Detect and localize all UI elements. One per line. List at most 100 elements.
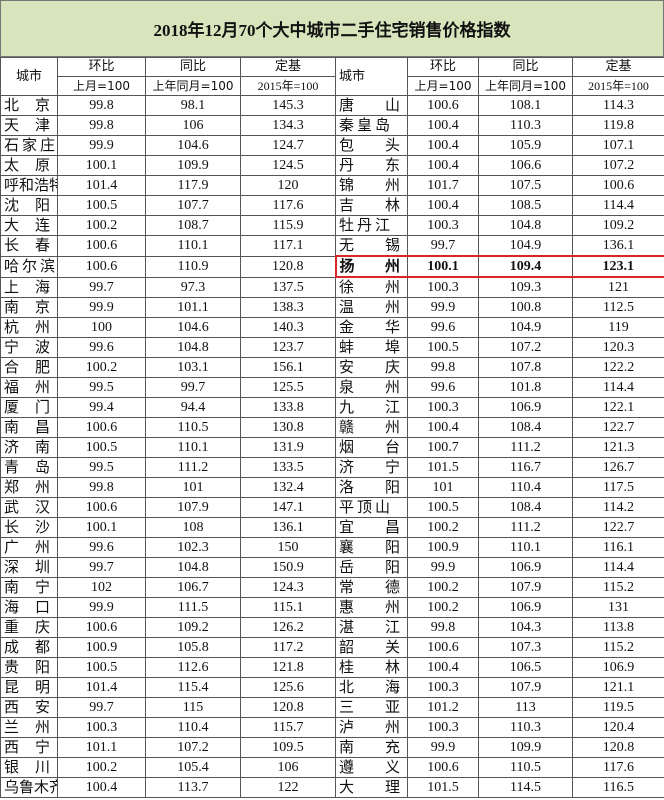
city-cell: 乌鲁木齐 xyxy=(0,777,58,798)
header-row: 城市 环比 同比 定基 城市 环比 同比 定基 xyxy=(0,57,664,96)
city-cell: 牡丹江 xyxy=(335,215,408,236)
mom-cell: 100.9 xyxy=(407,537,479,558)
city-name: 湛江 xyxy=(339,618,400,637)
fixed-cell: 107.1 xyxy=(572,135,664,156)
mom-cell: 100.4 xyxy=(407,417,479,438)
fixed-cell: 132.4 xyxy=(240,477,336,498)
yoy-cell: 104.6 xyxy=(145,135,241,156)
city-cell: 惠州 xyxy=(335,597,408,618)
mom-cell: 102 xyxy=(57,577,146,598)
header-fixed: 定基 xyxy=(240,57,336,77)
city-cell: 广州 xyxy=(0,537,58,558)
yoy-cell: 99.7 xyxy=(145,377,241,398)
mom-cell: 99.8 xyxy=(57,95,146,116)
city-name: 韶关 xyxy=(339,638,400,657)
yoy-cell: 109.4 xyxy=(478,255,573,278)
yoy-cell: 106.6 xyxy=(478,155,573,176)
fixed-cell: 120.8 xyxy=(240,697,336,718)
yoy-cell: 106 xyxy=(145,115,241,136)
yoy-cell: 110.4 xyxy=(478,477,573,498)
fixed-cell: 126.7 xyxy=(572,457,664,478)
yoy-cell: 102.3 xyxy=(145,537,241,558)
fixed-cell: 109.5 xyxy=(240,737,336,758)
city-name: 惠州 xyxy=(339,598,400,617)
fixed-cell: 115.1 xyxy=(240,597,336,618)
mom-cell: 101.5 xyxy=(407,777,479,798)
city-name: 襄阳 xyxy=(339,538,400,557)
table-row: 南京 99.9 101.1 138.3 温州 99.9 100.8 112.5 xyxy=(0,297,664,318)
city-name: 福州 xyxy=(4,378,50,397)
city-name: 赣州 xyxy=(339,418,400,437)
city-name: 北京 xyxy=(4,96,50,115)
mom-cell: 100.6 xyxy=(57,255,146,278)
city-cell: 九江 xyxy=(335,397,408,418)
yoy-cell: 104.8 xyxy=(145,557,241,578)
city-cell: 重庆 xyxy=(0,617,58,638)
city-cell: 南宁 xyxy=(0,577,58,598)
city-name: 金华 xyxy=(339,318,400,337)
header-city: 城市 xyxy=(335,57,408,96)
city-name: 丹东 xyxy=(339,156,400,175)
fixed-cell: 114.4 xyxy=(572,557,664,578)
fixed-cell: 121.3 xyxy=(572,437,664,458)
table-row: 广州 99.6 102.3 150 襄阳 100.9 110.1 116.1 xyxy=(0,537,664,558)
city-cell: 三亚 xyxy=(335,697,408,718)
yoy-cell: 110.3 xyxy=(478,717,573,738)
city-name: 包头 xyxy=(339,136,400,155)
table-row: 福州 99.5 99.7 125.5 泉州 99.6 101.8 114.4 xyxy=(0,377,664,398)
yoy-cell: 104.9 xyxy=(478,317,573,338)
city-cell: 海口 xyxy=(0,597,58,618)
mom-cell: 99.5 xyxy=(57,457,146,478)
table-row: 长沙 100.1 108 136.1 宜昌 100.2 111.2 122.7 xyxy=(0,517,664,538)
fixed-cell: 109.2 xyxy=(572,215,664,236)
city-name: 蚌埠 xyxy=(339,338,400,357)
city-name: 济南 xyxy=(4,438,50,457)
fixed-cell: 117.2 xyxy=(240,637,336,658)
header-city: 城市 xyxy=(0,57,58,96)
mom-cell: 101.7 xyxy=(407,175,479,196)
mom-cell: 101.5 xyxy=(407,457,479,478)
city-name: 武汉 xyxy=(4,498,50,517)
table-row: 成都 100.9 105.8 117.2 韶关 100.6 107.3 115.2 xyxy=(0,637,664,658)
yoy-cell: 107.9 xyxy=(478,677,573,698)
city-name: 青岛 xyxy=(4,458,50,477)
city-cell: 襄阳 xyxy=(335,537,408,558)
city-name: 唐山 xyxy=(339,96,400,115)
yoy-cell: 104.3 xyxy=(478,617,573,638)
city-name: 洛阳 xyxy=(339,478,400,497)
city-cell: 包头 xyxy=(335,135,408,156)
city-name: 秦皇岛 xyxy=(339,116,394,135)
table-row: 郑州 99.8 101 132.4 洛阳 101 110.4 117.5 xyxy=(0,477,664,498)
mom-cell: 99.6 xyxy=(57,337,146,358)
fixed-cell: 115.2 xyxy=(572,577,664,598)
city-cell: 长春 xyxy=(0,235,58,257)
city-cell: 桂林 xyxy=(335,657,408,678)
mom-cell: 99.8 xyxy=(407,617,479,638)
yoy-cell: 109.3 xyxy=(478,276,573,298)
fixed-cell: 125.5 xyxy=(240,377,336,398)
fixed-cell: 117.1 xyxy=(240,235,336,257)
yoy-cell: 100.8 xyxy=(478,297,573,318)
city-name: 泸州 xyxy=(339,718,400,737)
city-cell: 深圳 xyxy=(0,557,58,578)
fixed-cell: 125.6 xyxy=(240,677,336,698)
fixed-cell: 120.4 xyxy=(572,717,664,738)
city-name: 昆明 xyxy=(4,678,50,697)
fixed-cell: 122.7 xyxy=(572,417,664,438)
header-fixed: 定基 xyxy=(572,57,664,77)
yoy-cell: 115 xyxy=(145,697,241,718)
fixed-cell: 147.1 xyxy=(240,497,336,518)
fixed-cell: 122.2 xyxy=(572,357,664,378)
city-cell: 北海 xyxy=(335,677,408,698)
city-name: 大连 xyxy=(4,216,50,235)
fixed-cell: 122.7 xyxy=(572,517,664,538)
table-row: 哈尔滨 100.6 110.9 120.8 扬州 100.1 109.4 123.1 xyxy=(0,255,664,278)
fixed-cell: 136.1 xyxy=(572,235,664,257)
city-name: 海口 xyxy=(4,598,50,617)
mom-cell: 99.4 xyxy=(57,397,146,418)
table-row: 深圳 99.7 104.8 150.9 岳阳 99.9 106.9 114.4 xyxy=(0,557,664,578)
fixed-cell: 117.5 xyxy=(572,477,664,498)
fixed-cell: 113.8 xyxy=(572,617,664,638)
city-name: 九江 xyxy=(339,398,400,417)
city-name: 合肥 xyxy=(4,358,50,377)
